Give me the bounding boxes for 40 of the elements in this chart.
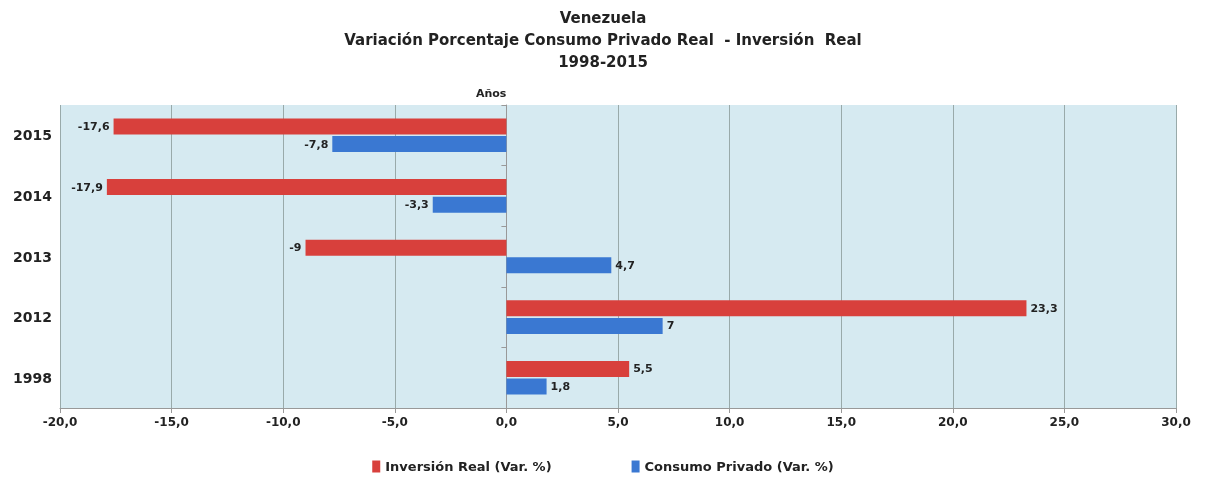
bar [106,179,507,196]
x-tick-label: -20,0 [42,415,78,429]
y-tick-label: 2013 [13,248,52,265]
bar [506,378,547,395]
data-label: 5,5 [633,362,653,376]
bar [506,360,630,377]
data-label: 4,7 [615,258,635,272]
chart-title: Venezuela Variación Porcentaje Consumo Privado Real - Inversión Real 1998-2015 [344,9,862,71]
x-tick-label: 30,0 [1161,415,1191,429]
x-tick-label: 15,0 [826,415,856,429]
data-label: -9 [289,241,302,255]
data-label: 1,8 [550,380,571,393]
bar [506,317,663,334]
bar [506,257,612,274]
legend-label: Inversión Real (Var. %) [385,459,552,474]
bar [113,118,507,135]
y-tick-label: 2015 [13,127,52,144]
bar [506,300,1027,317]
data-label: -3,3 [404,198,429,212]
x-tick-label: -5,0 [381,415,408,429]
y-tick-label: 2014 [13,187,53,204]
bar [332,136,507,153]
bar [432,196,507,213]
x-tick-label: -10,0 [265,415,301,429]
x-tick-label: 20,0 [938,415,968,429]
bar [305,239,507,256]
y-axis-title: Años [475,87,507,100]
y-tick-label: 1998 [13,369,52,386]
y-tick-label: 2012 [13,309,52,326]
x-tick-label: 10,0 [714,415,745,429]
data-label: -17,9 [71,180,103,194]
data-label: -17,6 [77,120,110,133]
data-label: 7 [666,319,675,333]
legend-label: Consumo Privado (Var. %) [644,459,834,474]
x-tick-label: 0,0 [495,415,518,429]
x-tick-label: 5,0 [607,415,629,429]
x-tick-label: 25,0 [1049,415,1080,429]
data-label: 23,3 [1030,301,1058,315]
data-label: -7,8 [304,137,329,151]
x-tick-label: -15,0 [154,415,189,429]
